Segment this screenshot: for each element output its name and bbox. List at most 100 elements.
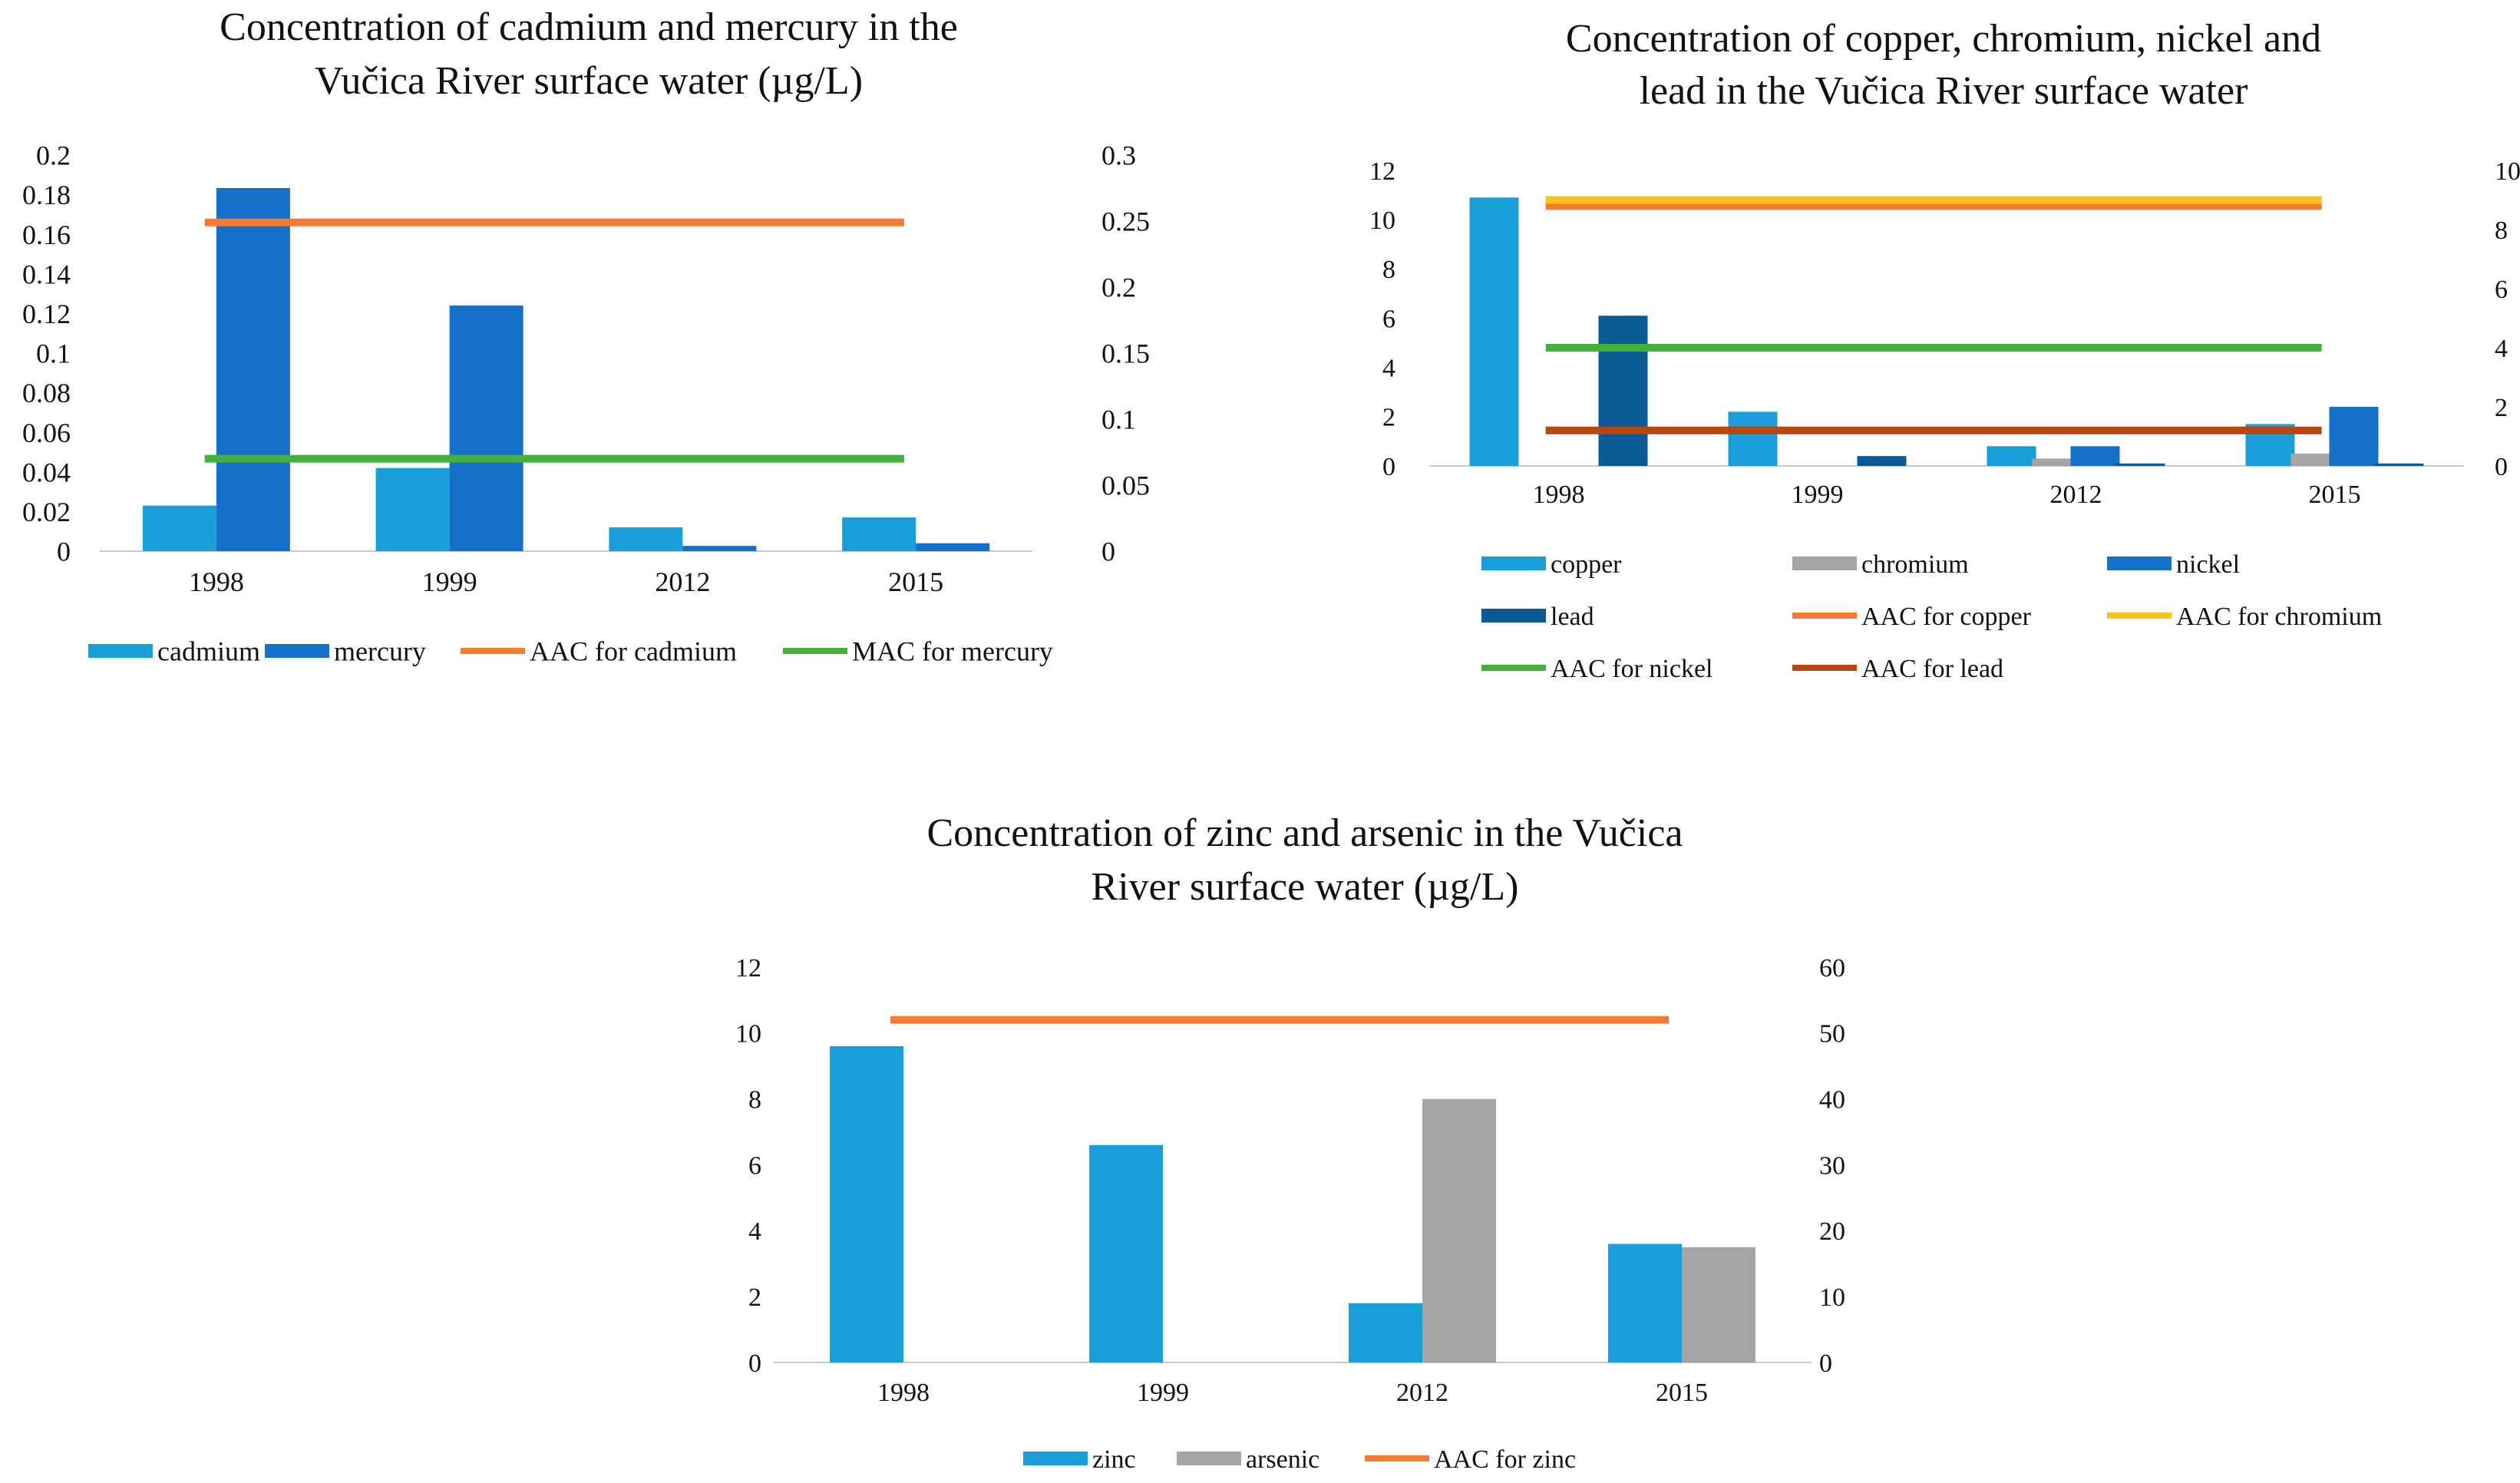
- y-left-tick-label: 2: [748, 1283, 761, 1312]
- bar-chromium: [2290, 453, 2340, 466]
- x-tick-label: 2015: [1656, 1379, 1708, 1407]
- y-right-tick-label: 50: [1819, 1020, 1845, 1049]
- x-tick-label: 1999: [1137, 1379, 1189, 1407]
- legend-label: AAC for zinc: [1434, 1445, 1576, 1474]
- x-tick-label: 1999: [1792, 481, 1844, 509]
- y-left-tick-label: 4: [1382, 355, 1395, 383]
- bar-copper: [1728, 411, 1778, 466]
- y-right-tick-label: 0: [2495, 453, 2508, 481]
- legend-label: mercury: [334, 636, 426, 667]
- legend-swatch: [1481, 609, 1546, 623]
- y-right-tick-label: 10: [1819, 1283, 1845, 1312]
- y-right-tick-label: 40: [1819, 1086, 1845, 1115]
- bar-mercury: [449, 306, 523, 551]
- bar-zinc: [1089, 1144, 1163, 1362]
- legend-swatch: [265, 644, 329, 658]
- bar-cadmium: [142, 505, 216, 551]
- y-right-tick-label: 0: [1101, 537, 1115, 567]
- y-left-tick-label: 0.16: [22, 220, 71, 250]
- chart-title-line: River surface water (µg/L): [1092, 865, 1519, 909]
- y-left-tick-label: 0.18: [22, 180, 71, 210]
- bar-mercury: [682, 546, 757, 551]
- legend-swatch: [1481, 557, 1546, 570]
- chart-title-line: Concentration of cadmium and mercury in …: [220, 5, 958, 49]
- legend-swatch: [1177, 1452, 1241, 1465]
- y-right-tick-label: 60: [1819, 954, 1845, 983]
- y-right-tick-label: 0.05: [1101, 471, 1150, 501]
- y-left-tick-label: 12: [1369, 157, 1395, 186]
- chart-title-line: Concentration of zinc and arsenic in the…: [927, 811, 1683, 855]
- x-tick-label: 1999: [422, 566, 477, 597]
- bar-arsenic: [1422, 1098, 1496, 1362]
- y-right-tick-label: 6: [2495, 276, 2508, 304]
- bar-nickel: [2070, 446, 2120, 466]
- legend-label: AAC for nickel: [1551, 655, 1713, 683]
- y-right-tick-label: 0.25: [1101, 206, 1150, 237]
- x-tick-label: 2015: [2309, 481, 2361, 509]
- y-right-tick-label: 8: [2495, 216, 2508, 245]
- y-left-tick-label: 6: [748, 1151, 761, 1180]
- bar-mercury: [216, 188, 290, 551]
- y-left-tick-label: 2: [1382, 404, 1395, 432]
- bar-nickel: [2329, 407, 2379, 466]
- legend-label: zinc: [1092, 1445, 1136, 1474]
- y-right-tick-label: 0: [1819, 1349, 1832, 1378]
- legend-label: MAC for mercury: [852, 636, 1053, 667]
- x-tick-label: 1998: [877, 1379, 930, 1407]
- y-left-tick-label: 8: [748, 1086, 761, 1115]
- y-right-tick-label: 20: [1819, 1217, 1845, 1246]
- y-left-tick-label: 12: [735, 954, 761, 983]
- bar-chromium: [2032, 458, 2082, 466]
- y-left-tick-label: 0.14: [22, 259, 71, 289]
- bar-cadmium: [609, 527, 683, 551]
- y-left-tick-label: 0.2: [36, 140, 71, 171]
- bar-cadmium: [375, 467, 450, 551]
- bar-zinc: [1349, 1303, 1422, 1362]
- y-left-tick-label: 0.1: [36, 339, 71, 369]
- chart-cadmium-mercury: Concentration of cadmium and mercury in …: [22, 5, 1150, 667]
- y-right-tick-label: 4: [2495, 335, 2508, 363]
- y-right-tick-label: 2: [2495, 394, 2508, 422]
- y-left-tick-label: 0.04: [22, 457, 71, 487]
- y-left-tick-label: 6: [1382, 305, 1395, 333]
- y-right-tick-label: 30: [1819, 1151, 1845, 1180]
- legend-label: AAC for cadmium: [530, 636, 737, 667]
- legend-label: copper: [1551, 550, 1622, 579]
- chart-zinc-arsenic: Concentration of zinc and arsenic in the…: [735, 811, 1845, 1474]
- y-right-tick-label: 0.3: [1101, 140, 1136, 171]
- y-left-tick-label: 0.08: [22, 378, 71, 408]
- legend-label: AAC for lead: [1861, 655, 2003, 683]
- legend-swatch: [1792, 557, 1857, 570]
- y-left-tick-label: 0.12: [22, 299, 71, 329]
- chart-title-line: Vučica River surface water (µg/L): [315, 59, 863, 103]
- chart-copper-chromium-nickel-lead: Concentration of copper, chromium, nicke…: [1369, 17, 2520, 683]
- x-tick-label: 2012: [655, 566, 710, 597]
- legend-label: AAC for chromium: [2176, 603, 2382, 631]
- y-left-tick-label: 0.06: [22, 418, 71, 448]
- y-right-tick-label: 0.2: [1101, 272, 1136, 303]
- legend-swatch: [1023, 1452, 1088, 1465]
- legend-swatch: [88, 644, 153, 658]
- legend-label: AAC for copper: [1861, 603, 2032, 631]
- y-right-tick-label: 0.15: [1101, 339, 1150, 369]
- x-tick-label: 1998: [1533, 481, 1585, 509]
- bar-lead: [2374, 463, 2424, 466]
- bar-lead: [2115, 463, 2165, 466]
- legend-label: lead: [1551, 603, 1594, 631]
- y-left-tick-label: 10: [1369, 206, 1395, 235]
- x-tick-label: 1998: [189, 566, 244, 597]
- y-left-tick-label: 10: [735, 1020, 761, 1049]
- bar-zinc: [1608, 1244, 1682, 1362]
- bar-mercury: [916, 543, 990, 551]
- y-right-tick-label: 0.1: [1101, 405, 1136, 435]
- chart-title-line: Concentration of copper, chromium, nicke…: [1566, 17, 2321, 61]
- y-left-tick-label: 8: [1382, 256, 1395, 284]
- bar-lead: [1598, 315, 1648, 466]
- x-tick-label: 2012: [1396, 1379, 1448, 1407]
- chart-title-line: lead in the Vučica River surface water: [1640, 69, 2248, 113]
- y-left-tick-label: 0: [57, 537, 71, 567]
- y-right-tick-label: 10: [2495, 157, 2520, 186]
- bar-copper: [1469, 197, 1519, 466]
- bar-arsenic: [1682, 1247, 1755, 1362]
